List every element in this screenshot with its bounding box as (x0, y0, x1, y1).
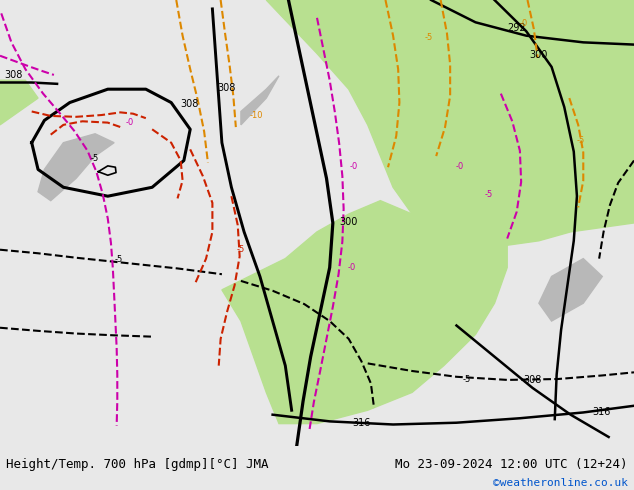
Text: 308: 308 (181, 99, 199, 109)
Text: -5: -5 (484, 190, 493, 199)
Text: -0: -0 (347, 263, 356, 272)
Text: -5: -5 (463, 375, 471, 384)
Text: 308: 308 (4, 70, 23, 80)
Text: Height/Temp. 700 hPa [gdmp][°C] JMA: Height/Temp. 700 hPa [gdmp][°C] JMA (6, 458, 269, 471)
Text: 300: 300 (529, 50, 548, 60)
Text: -0: -0 (520, 19, 528, 28)
Text: 316: 316 (352, 418, 370, 428)
Text: -5: -5 (91, 153, 100, 163)
Polygon shape (241, 76, 279, 125)
Text: -10: -10 (249, 111, 262, 120)
Text: 308: 308 (523, 374, 541, 385)
Text: -5: -5 (236, 245, 245, 254)
Text: 316: 316 (593, 407, 611, 416)
Polygon shape (539, 259, 602, 321)
Text: -0: -0 (126, 118, 134, 127)
Polygon shape (266, 0, 634, 245)
Text: -5: -5 (114, 255, 122, 264)
Polygon shape (222, 201, 507, 423)
Text: -5: -5 (425, 33, 433, 42)
Polygon shape (38, 134, 114, 201)
Text: 308: 308 (217, 83, 236, 94)
Text: 300: 300 (339, 217, 358, 227)
Text: ©weatheronline.co.uk: ©weatheronline.co.uk (493, 478, 628, 488)
Polygon shape (0, 80, 38, 125)
Text: -0: -0 (455, 162, 463, 171)
Text: -0: -0 (350, 163, 358, 172)
Text: -5: -5 (577, 136, 585, 145)
Text: Mo 23-09-2024 12:00 UTC (12+24): Mo 23-09-2024 12:00 UTC (12+24) (395, 458, 628, 471)
Text: 292: 292 (507, 23, 526, 33)
